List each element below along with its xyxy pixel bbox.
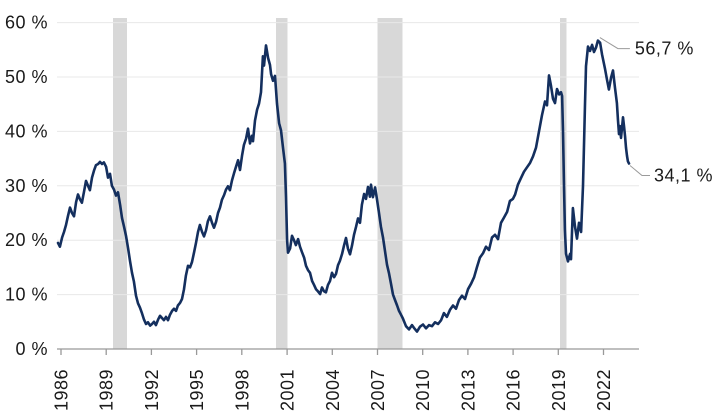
annotations: 56,7 % 34,1 % <box>599 37 713 186</box>
y-tick-label: 20 % <box>5 230 48 250</box>
y-tick-label: 40 % <box>5 121 48 141</box>
gridlines <box>57 22 639 296</box>
x-tick-label: 2007 <box>368 369 388 411</box>
x-tick-label: 2013 <box>458 369 478 411</box>
x-tick-label: 2019 <box>549 369 569 411</box>
x-tick-label: 2022 <box>594 369 614 411</box>
x-tick-label: 2004 <box>323 369 343 411</box>
y-tick-label: 10 % <box>5 285 48 305</box>
data-series <box>56 39 631 333</box>
x-tick-label: 2016 <box>504 369 524 411</box>
x-tick-label: 1995 <box>187 369 207 411</box>
y-tick-label: 50 % <box>5 67 48 87</box>
x-tick-label: 1989 <box>97 369 117 411</box>
y-tick-label: 60 % <box>5 13 48 33</box>
x-tick-label: 2010 <box>413 369 433 411</box>
x-tick-label: 2001 <box>278 369 298 411</box>
y-tick-label: 30 % <box>5 176 48 196</box>
y-tick-label: 0 % <box>15 339 48 359</box>
x-tick-label: 1992 <box>142 369 162 411</box>
recession-band <box>113 18 127 349</box>
x-axis <box>57 348 639 355</box>
recession-band <box>377 18 403 349</box>
recession-band <box>276 18 288 349</box>
x-tick-label: 1998 <box>232 369 252 411</box>
percent-line <box>56 39 631 333</box>
x-tick-label: 1986 <box>52 369 72 411</box>
annotation-leader-line <box>599 37 630 50</box>
x-tick-labels: 1986 1989 1992 1995 1998 2001 2004 2007 2010 2013… <box>52 369 615 411</box>
y-tick-labels: 0 % 10 % 20 % 30 % 40 % 50 % 60 % <box>5 13 48 359</box>
annotation-leader-line <box>629 165 650 176</box>
annotation-label: 56,7 % <box>635 39 694 59</box>
annotation-label: 34,1 % <box>654 166 713 186</box>
